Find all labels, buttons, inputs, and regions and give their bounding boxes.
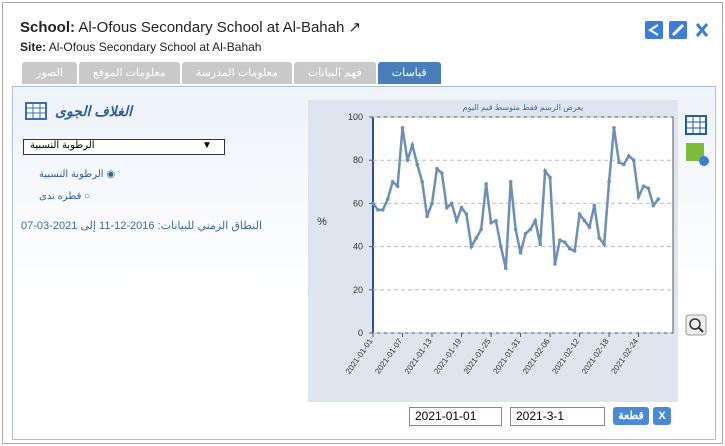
variable-select[interactable]: الرطوبة النسبية ▼ — [23, 139, 225, 155]
radio-label: الرطوبة النسبية — [39, 169, 104, 180]
radio-label: قطره ندى — [39, 191, 82, 202]
radio-option[interactable]: ◉ الرطوبة النسبية — [39, 169, 116, 180]
select-value: الرطوبة النسبية — [30, 140, 95, 151]
date-range: النطاق الزمني للبيانات: 2016-12-11 إلى 2… — [21, 220, 263, 232]
share-icon[interactable]: ↗ — [348, 19, 362, 36]
share-button[interactable] — [645, 21, 663, 39]
tab[interactable]: معلومات الموقع — [78, 62, 180, 84]
school-name: Al-Ofous Secondary School at Al-Bahah — [78, 19, 345, 36]
panel-title: الغلاف الجوى — [55, 103, 133, 119]
site-name: Al-Ofous Secondary School at Al-Bahah — [48, 40, 262, 54]
site-label: Site: — [20, 40, 47, 54]
tab[interactable]: قياسات — [377, 62, 441, 84]
start-date[interactable]: 2021-01-01 — [409, 407, 502, 426]
clear-button[interactable]: X — [653, 407, 671, 425]
school-label: School: — [20, 19, 75, 36]
end-date[interactable]: 2021-3-1 — [510, 407, 605, 426]
tab[interactable]: الصور — [22, 62, 77, 84]
tab[interactable]: معلومات المدرسة — [181, 62, 292, 84]
tab-bar: الصور معلومات الموقع معلومات المدرسة فهم ال… — [22, 62, 441, 84]
panel: الغلاف الجوى الرطوبة النسبية ▼ ◉ الرطوبة … — [12, 86, 716, 440]
site-line: Site: Al-Ofous Secondary School at Al-Ba… — [20, 40, 261, 54]
school-line: School: Al-Ofous Secondary School at Al-… — [20, 18, 361, 36]
close-button[interactable] — [695, 23, 709, 37]
radio-option[interactable]: ○ قطره ندى — [39, 191, 91, 202]
tab[interactable]: فهم البيانات — [293, 62, 376, 84]
table-icon[interactable] — [25, 102, 47, 120]
plot-button[interactable]: قطعة — [613, 407, 649, 425]
top-icons — [645, 21, 709, 39]
